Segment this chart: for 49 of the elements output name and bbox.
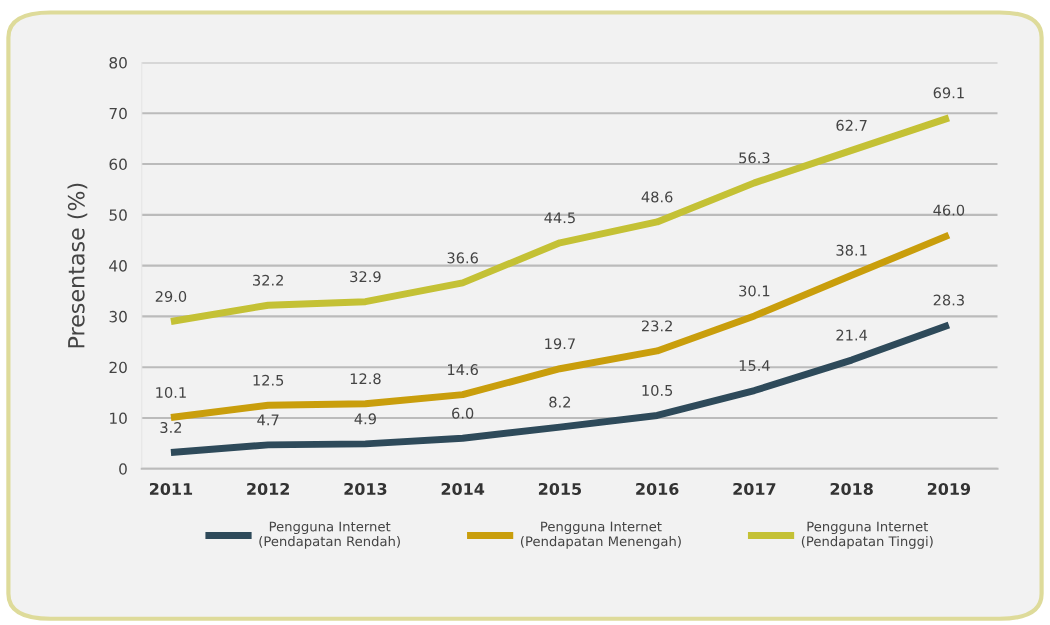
data-label: 6.0 [452, 407, 474, 419]
data-label: 23.2 [641, 320, 672, 332]
data-label: 62.7 [836, 119, 867, 131]
y-tick-label: 60 [109, 158, 127, 171]
data-label: 46.0 [933, 204, 965, 216]
data-label: 10.1 [156, 386, 186, 398]
data-label: 12.5 [253, 374, 284, 386]
data-label: 12.8 [350, 373, 381, 385]
data-label: 10.5 [642, 384, 673, 396]
legend-label: Pengguna Internet (Pendapatan Rendah) [259, 521, 400, 549]
data-label: 32.9 [350, 271, 381, 283]
legend-label: Pengguna Internet (Pendapatan Menengah) [520, 521, 681, 549]
data-label: 28.3 [933, 294, 964, 306]
y-tick-label: 0 [119, 463, 127, 475]
x-tick-label: 2016 [636, 482, 679, 495]
x-tick-label: 2014 [441, 482, 485, 495]
data-label: 48.6 [641, 191, 673, 203]
y-tick-label: 20 [109, 361, 127, 374]
legend-label: Pengguna Internet (Pendapatan Tinggi) [801, 521, 933, 549]
y-tick-label: 80 [109, 56, 127, 69]
data-label: 14.6 [448, 364, 478, 376]
x-tick-label: 2013 [344, 482, 387, 495]
data-label: 8.2 [549, 396, 571, 408]
data-label: 29.0 [155, 290, 187, 302]
data-label: 19.7 [545, 338, 575, 350]
data-label: 21.4 [836, 329, 868, 341]
y-tick-label: 50 [109, 209, 127, 221]
x-tick-label: 2019 [927, 482, 971, 495]
data-label: 36.6 [447, 252, 478, 264]
x-tick-label: 2015 [538, 482, 582, 495]
data-label: 4.7 [257, 414, 279, 426]
x-tick-label: 2018 [830, 482, 873, 495]
data-label: 44.5 [544, 212, 575, 224]
data-label: 30.1 [739, 285, 770, 297]
data-label: 69.1 [933, 87, 964, 99]
x-tick-label: 2012 [247, 482, 290, 495]
y-tick-label: 10 [110, 412, 127, 424]
data-label: 15.4 [739, 360, 770, 372]
x-tick-label: 2017 [733, 482, 776, 495]
data-label: 56.3 [739, 152, 770, 164]
y-tick-label: 30 [109, 310, 127, 323]
data-label: 32.2 [253, 274, 283, 286]
data-label: 4.9 [354, 413, 376, 425]
data-label: 3.2 [160, 421, 182, 434]
y-tick-label: 40 [109, 260, 127, 272]
y-tick-label: 70 [109, 107, 127, 120]
data-label: 38.1 [836, 244, 867, 256]
y-axis-title: Presentase (%) [67, 183, 88, 348]
x-tick-label: 2011 [149, 482, 193, 495]
